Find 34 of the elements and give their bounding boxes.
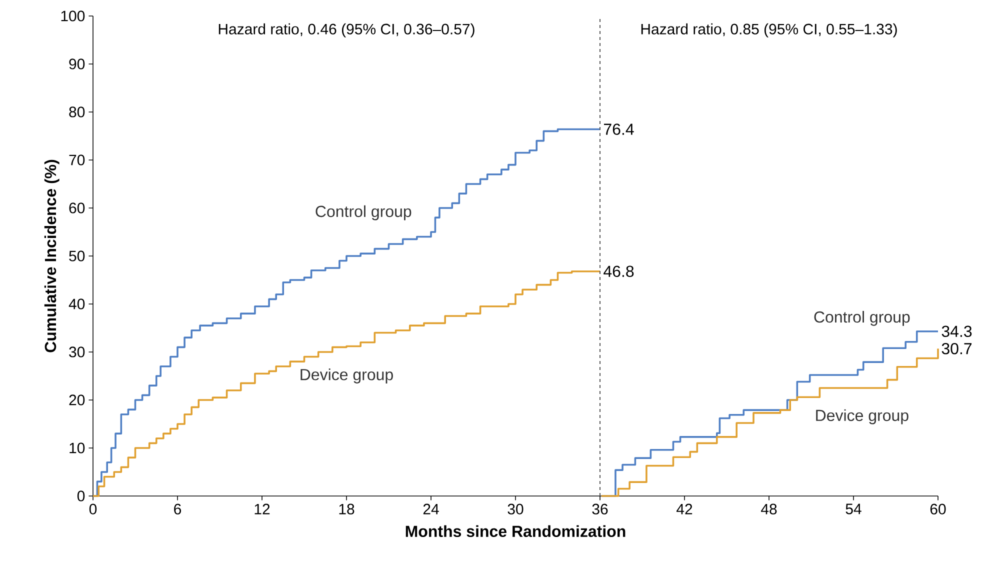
- y-axis-title: Cumulative Incidence (%): [44, 160, 60, 352]
- x-tick-label: 36: [592, 504, 608, 514]
- x-tick-label: 6: [174, 504, 182, 514]
- y-tick-label: 40: [68, 298, 85, 310]
- series-label: Control group: [814, 310, 910, 326]
- y-tick-label: 0: [77, 490, 85, 502]
- annotation: Hazard ratio, 0.46 (95% CI, 0.36–0.57): [218, 23, 474, 38]
- data-label: 76.4: [604, 124, 634, 135]
- x-tick-label: 42: [676, 504, 692, 514]
- data-label: 30.7: [942, 342, 972, 354]
- y-tick-label: 10: [70, 442, 85, 454]
- series-label: Device group: [300, 368, 393, 384]
- x-tick-label: 12: [254, 504, 270, 514]
- y-tick-label: 20: [69, 394, 85, 406]
- x-tick-label: 0: [89, 504, 97, 514]
- series-label: Control group: [316, 205, 412, 220]
- y-tick-label: 60: [69, 202, 85, 214]
- data-label: 34.3: [942, 326, 972, 338]
- x-tick-label: 30: [508, 504, 524, 514]
- x-axis-title: Months since Randomization: [406, 525, 626, 538]
- y-tick-label: 30: [69, 346, 85, 358]
- y-tick-label: 90: [69, 58, 85, 70]
- series-label: Device group: [816, 409, 908, 424]
- annotation: Hazard ratio, 0.85 (95% CI, 0.55–1.33): [641, 23, 897, 38]
- y-tick-label: 50: [69, 250, 85, 262]
- y-tick-label: 100: [61, 10, 85, 22]
- data-label: 46.8: [604, 266, 634, 278]
- y-tick-label: 80: [69, 106, 85, 118]
- x-tick-label: 48: [761, 504, 777, 514]
- x-tick-label: 18: [339, 504, 354, 514]
- x-tick-label: 54: [846, 504, 862, 514]
- x-tick-label: 24: [423, 504, 439, 514]
- x-tick-label: 60: [930, 504, 946, 514]
- y-tick-label: 70: [69, 154, 85, 166]
